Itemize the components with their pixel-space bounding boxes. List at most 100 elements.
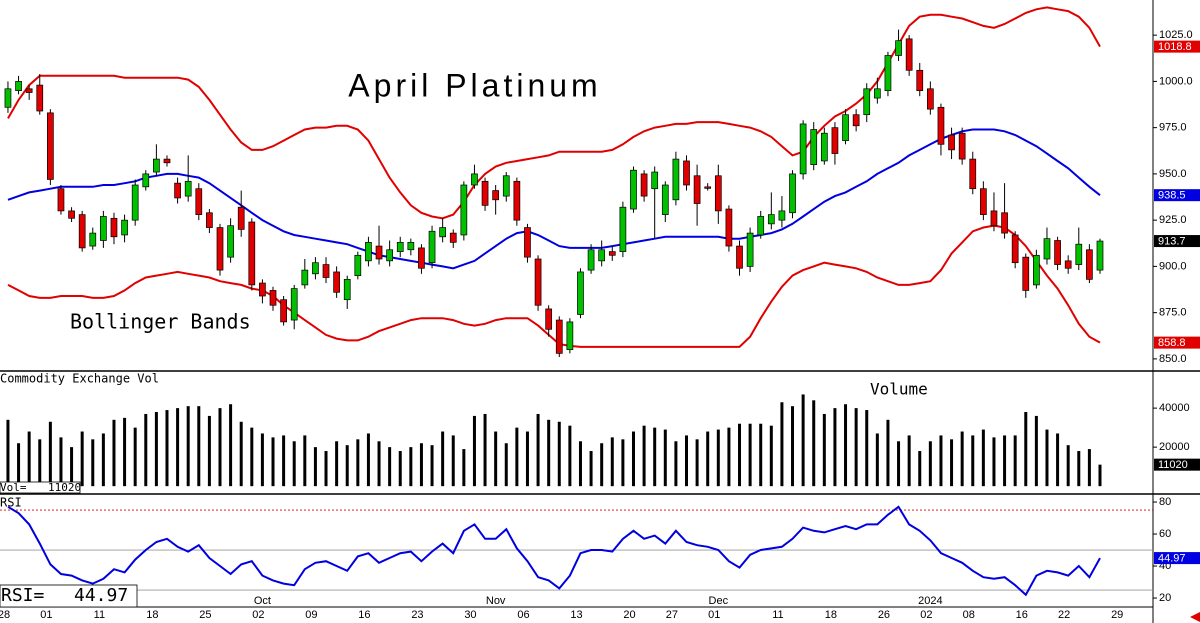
candle-body	[1096, 240, 1104, 271]
volume-bar	[324, 451, 328, 487]
volume-bar	[557, 421, 561, 487]
candle-body	[89, 232, 97, 247]
candle-body	[852, 114, 860, 127]
candle-body	[577, 271, 584, 315]
x-tick-label: 06	[517, 609, 529, 621]
volume-bar	[822, 413, 826, 487]
candle-body	[290, 288, 298, 321]
volume-bar	[621, 439, 625, 487]
candle-body	[810, 129, 818, 166]
candle-body	[640, 173, 648, 197]
annotation: Bollinger Bands	[70, 310, 251, 334]
candle-body	[736, 245, 743, 269]
volume-bar	[886, 419, 890, 487]
candle-body	[980, 188, 987, 215]
volume-bar	[271, 437, 275, 487]
candle-body	[492, 190, 500, 201]
candle-body	[789, 173, 796, 214]
volume-bar	[59, 437, 63, 487]
candle-body	[269, 290, 277, 306]
volume-bar	[494, 431, 498, 487]
volume-bar	[928, 441, 932, 487]
candle-body	[407, 242, 415, 251]
annotation: Volume	[870, 380, 928, 399]
x-group-label: Nov	[486, 595, 506, 607]
x-tick-label: 16	[358, 609, 370, 621]
x-group-label: 2024	[918, 595, 942, 607]
x-tick-label: 22	[1058, 609, 1070, 621]
x-tick-label: 25	[199, 609, 211, 621]
volume-bar	[801, 394, 805, 487]
candle-body	[68, 210, 75, 219]
candle-body	[746, 232, 754, 267]
volume-bar	[292, 441, 296, 487]
candle-body	[481, 180, 489, 206]
volume-bar	[123, 417, 127, 487]
volume-bar	[176, 408, 180, 487]
chart-title: April Platinum	[348, 67, 601, 103]
last-value-label: 858.8	[1158, 337, 1186, 349]
volume-bar	[875, 433, 879, 487]
candle-body	[4, 88, 12, 108]
volume-bar	[1077, 451, 1081, 487]
volume-bar	[971, 435, 975, 487]
volume-bar	[1056, 433, 1060, 487]
volume-bar	[313, 447, 317, 487]
volume-bar	[992, 437, 996, 487]
candle-body	[1075, 243, 1083, 265]
volume-bar	[6, 419, 10, 487]
volume-bar	[366, 433, 370, 487]
x-tick-label: 11	[772, 609, 783, 621]
candle-body	[439, 227, 446, 238]
volume-bar	[419, 443, 423, 487]
volume-bar	[38, 439, 42, 487]
candle-body	[1022, 256, 1030, 291]
x-tick-label: 27	[666, 609, 678, 621]
volume-bar	[483, 413, 487, 487]
volume-bar	[186, 406, 190, 487]
candle-body	[725, 208, 733, 247]
volume-bar	[1034, 415, 1038, 487]
candle-body	[513, 180, 521, 221]
candle-body	[884, 55, 892, 92]
volume-bar	[653, 427, 657, 487]
candle-body	[460, 184, 468, 236]
volume-bar	[610, 437, 614, 487]
candle-body	[630, 169, 637, 210]
volume-bar	[1098, 464, 1102, 487]
volume-bar	[218, 408, 222, 487]
volume-bar	[398, 451, 402, 487]
x-tick-label: 02	[252, 609, 264, 621]
candle-body	[1033, 254, 1040, 286]
volume-bar	[133, 427, 137, 487]
candle-body	[778, 210, 786, 221]
volume-bar	[695, 439, 699, 487]
volume-bar	[27, 431, 31, 487]
volume-bar	[642, 425, 646, 487]
candle-body	[905, 38, 913, 71]
candle-body	[174, 182, 181, 199]
volume-bar	[939, 435, 943, 487]
candle-body	[1011, 234, 1019, 264]
candle-body	[969, 158, 977, 190]
candle-body	[333, 271, 340, 293]
candle-body	[693, 175, 701, 204]
volume-bar	[165, 410, 169, 487]
volume-bar	[897, 441, 901, 487]
volume-bar	[759, 423, 763, 487]
candle-body	[396, 242, 404, 252]
bollinger-band	[7, 128, 1101, 270]
volume-bar	[631, 431, 635, 487]
volume-bar	[812, 400, 816, 487]
candle-body	[704, 186, 712, 189]
volume-bar	[600, 443, 604, 487]
x-tick-label: 02	[920, 609, 932, 621]
candle-body	[587, 249, 595, 271]
volume-bar	[388, 447, 392, 487]
volume-bar	[377, 441, 381, 487]
candle-body	[227, 225, 234, 258]
bollinger-band	[7, 224, 1101, 348]
